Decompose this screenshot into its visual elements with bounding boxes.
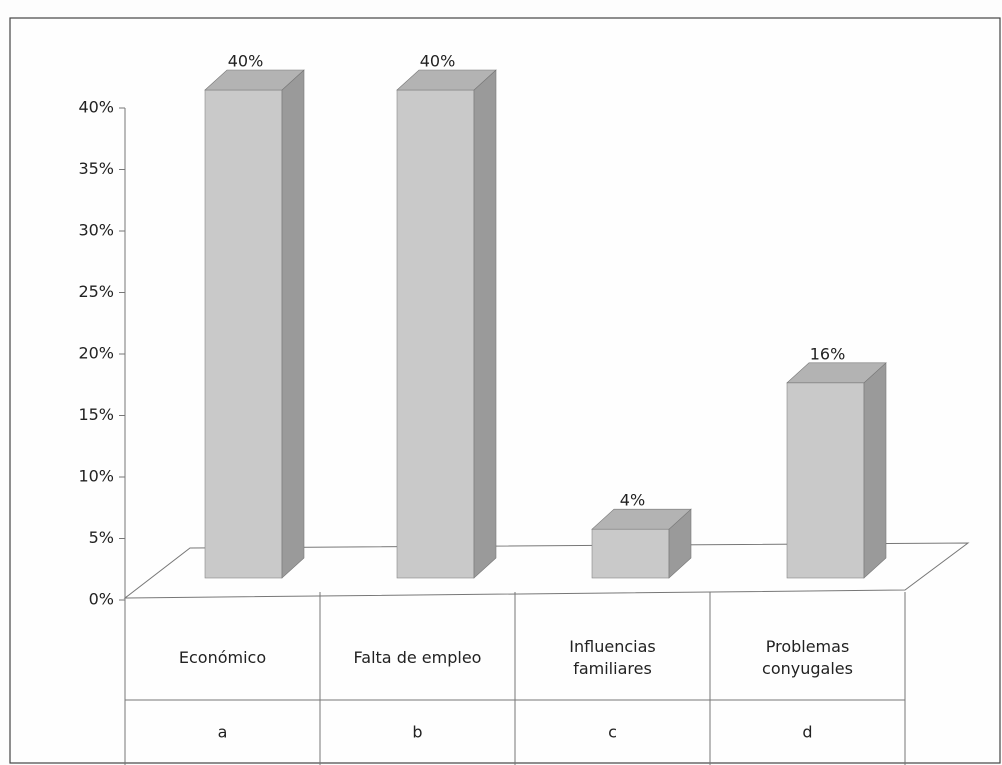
value-label: 40%	[420, 52, 456, 71]
bar	[786, 382, 865, 579]
x-tick-label: Influencias familiares	[569, 637, 656, 678]
value-label: 40%	[228, 52, 264, 71]
category-code: b	[412, 723, 422, 742]
bar-top	[786, 362, 887, 384]
y-tick-label: 25%	[78, 282, 114, 301]
category-code: d	[802, 723, 812, 742]
bar	[591, 528, 670, 579]
bar-top	[204, 69, 305, 91]
y-tick-label: 0%	[89, 590, 114, 609]
category-cell: Influencias familiares	[569, 637, 656, 678]
value-label: 16%	[810, 344, 846, 363]
bar-side	[863, 362, 887, 579]
category-cell: Falta de empleo	[353, 648, 482, 667]
category-cell: Económico	[178, 648, 267, 667]
bar-top	[591, 508, 692, 530]
category-code: a	[218, 723, 228, 742]
value-label: 4%	[620, 491, 645, 510]
y-tick-label: 20%	[78, 344, 114, 363]
y-tick-label: 30%	[78, 221, 114, 240]
y-tick-label: 5%	[89, 528, 114, 547]
bar-top	[396, 69, 497, 91]
y-tick-label: 40%	[78, 98, 114, 117]
floor	[123, 542, 970, 599]
bar-side	[473, 69, 497, 579]
y-tick-label: 15%	[78, 405, 114, 424]
bar	[204, 89, 283, 579]
bar-side	[281, 69, 305, 579]
y-tick-label: 10%	[78, 467, 114, 486]
y-tick-label: 35%	[78, 159, 114, 178]
x-tick-label: Problemas conyugales	[762, 637, 853, 678]
x-tick-label: Económico	[178, 648, 267, 667]
x-tick-label: Falta de empleo	[353, 648, 482, 667]
category-code: c	[608, 723, 617, 742]
bar	[396, 89, 475, 579]
category-cell: Problemas conyugales	[762, 637, 853, 678]
